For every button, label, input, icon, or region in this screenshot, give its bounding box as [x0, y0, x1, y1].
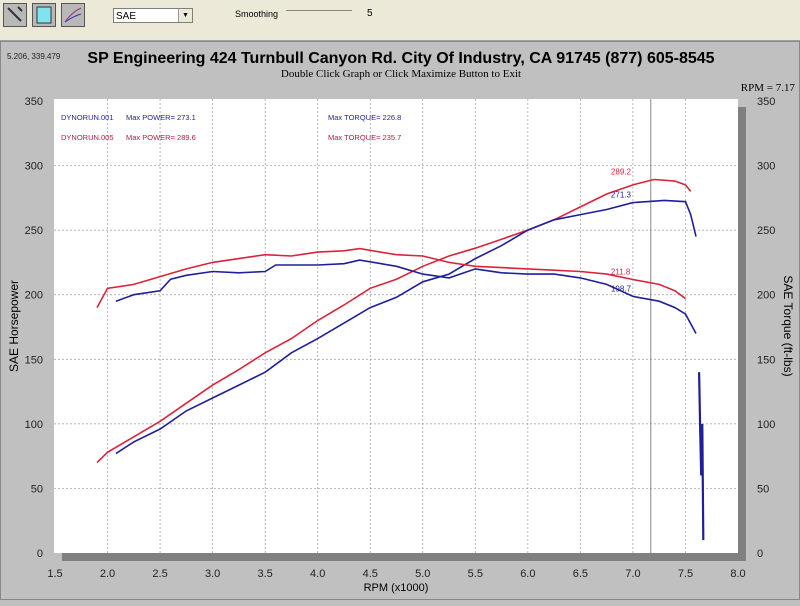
peak-label: 211.8	[611, 267, 631, 276]
chart-area[interactable]: 5.206, 339.479 SP Engineering 424 Turnbu…	[0, 41, 800, 600]
y-tick-label: 300	[25, 161, 43, 173]
legend-run1-torque: Max TORQUE= 226.8	[328, 113, 401, 122]
unit-select[interactable]: SAE ▼	[113, 8, 193, 23]
x-axis-label: RPM (x1000)	[364, 582, 429, 594]
dynorun-001-power-line	[115, 199, 697, 455]
cursor-readout: 5.206, 339.479	[7, 52, 61, 61]
x-tick-label: 1.5	[47, 568, 62, 580]
x-tick-label: 4.5	[363, 568, 378, 580]
wrench-icon[interactable]	[3, 3, 27, 27]
x-tick-label: 7.5	[678, 568, 693, 580]
x-tick-label: 5.0	[415, 568, 430, 580]
graph-overlay-icon[interactable]	[61, 3, 85, 27]
y2-axis-label: SAE Torque (ft-lbs)	[781, 275, 795, 376]
x-tick-label: 8.0	[730, 568, 745, 580]
legend-run2-power: Max POWER= 289.6	[126, 133, 196, 142]
legend-run1-name: DYNORUN.001	[61, 113, 114, 122]
peak-label: 271.3	[611, 191, 632, 200]
y-tick-label: 150	[25, 354, 43, 366]
legend-run2-torque: Max TORQUE= 235.7	[328, 133, 401, 142]
chart-subtitle: Double Click Graph or Click Maximize But…	[281, 68, 521, 80]
y-tick-label: 350	[25, 96, 43, 108]
x-tick-label: 5.5	[468, 568, 483, 580]
y2-tick-label: 50	[757, 483, 769, 495]
y-tick-label: 250	[25, 225, 43, 237]
dynorun-005-torque-line	[96, 247, 686, 308]
legend-run1-power: Max POWER= 273.1	[126, 113, 196, 122]
x-tick-label: 3.5	[258, 568, 273, 580]
x-tick-label: 7.0	[625, 568, 640, 580]
y2-tick-label: 200	[757, 290, 775, 302]
rpm-readout: RPM = 7.17	[741, 82, 796, 94]
legend-run2-name: DYNORUN.005	[61, 133, 114, 142]
plot-area	[54, 99, 738, 553]
y-tick-label: 50	[31, 483, 43, 495]
y2-tick-label: 250	[757, 225, 775, 237]
y2-tick-label: 350	[757, 96, 775, 108]
x-tick-label: 3.0	[205, 568, 220, 580]
toolbar: SAE ▼ Smoothing 5	[0, 0, 800, 41]
y2-tick-label: 100	[757, 419, 775, 431]
x-tick-label: 6.5	[573, 568, 588, 580]
chevron-down-icon[interactable]: ▼	[178, 9, 192, 22]
y-tick-label: 0	[37, 548, 43, 560]
smoothing-value: 5	[367, 8, 373, 19]
y2-tick-label: 0	[757, 548, 763, 560]
peak-label: 198.7	[611, 284, 632, 293]
x-tick-label: 2.0	[100, 568, 115, 580]
dyno-chart[interactable]: 5.206, 339.479 SP Engineering 424 Turnbu…	[1, 42, 800, 601]
dynorun-001-tail-line	[698, 372, 705, 541]
smoothing-slider[interactable]	[286, 10, 352, 19]
smoothing-label: Smoothing	[235, 9, 279, 19]
clipboard-icon[interactable]	[32, 3, 56, 27]
y2-tick-label: 150	[757, 354, 775, 366]
chart-title: SP Engineering 424 Turnbull Canyon Rd. C…	[87, 50, 714, 67]
unit-select-value: SAE	[116, 11, 137, 22]
y-tick-label: 100	[25, 419, 43, 431]
x-tick-label: 2.5	[152, 568, 167, 580]
y2-tick-label: 300	[757, 161, 775, 173]
y-tick-label: 200	[25, 290, 43, 302]
x-tick-label: 6.0	[520, 568, 535, 580]
x-tick-label: 4.0	[310, 568, 325, 580]
dynorun-001-torque-line	[115, 259, 697, 334]
peak-label: 289.2	[611, 168, 632, 177]
dynorun-005-power-line	[96, 178, 692, 464]
y-axis-label: SAE Horsepower	[7, 280, 21, 372]
